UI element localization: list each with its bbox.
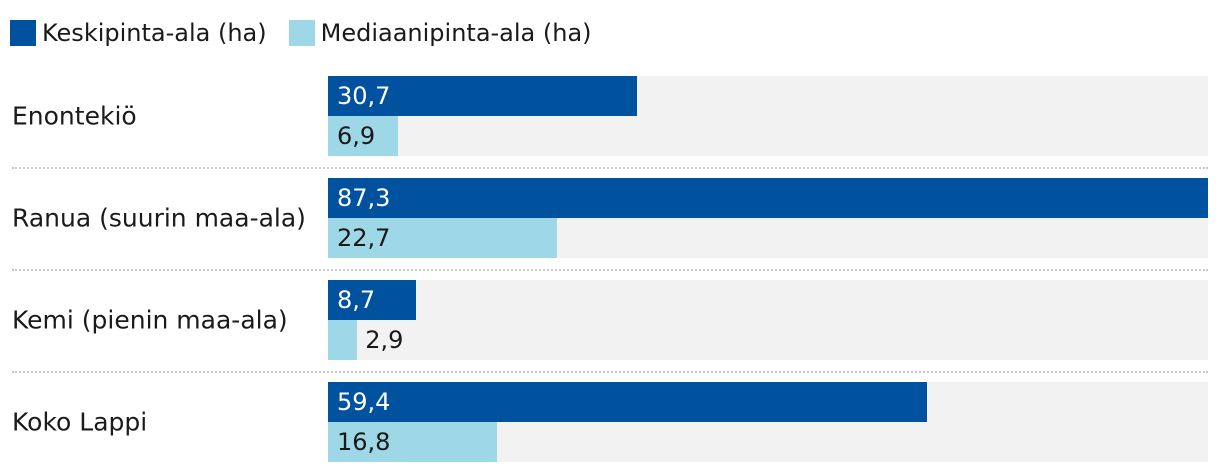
group-separator <box>12 269 1208 271</box>
bar-value-label: 30,7 <box>337 82 391 110</box>
bar-value-label: 16,8 <box>337 428 391 456</box>
category-label: Kemi (pienin maa-ala) <box>12 305 288 335</box>
chart-legend: Keskipinta-ala (ha) Mediaanipinta-ala (h… <box>10 14 614 52</box>
legend-item-median: Mediaanipinta-ala (ha) <box>288 14 592 52</box>
legend-item-mean: Keskipinta-ala (ha) <box>10 14 267 52</box>
bar-median <box>328 218 557 258</box>
category-label: Enontekiö <box>12 101 137 131</box>
bar-value-label: 6,9 <box>337 122 376 150</box>
bar-median <box>328 422 498 462</box>
bar-value-label: 87,3 <box>337 184 391 212</box>
bar-value-label: 59,4 <box>337 388 391 416</box>
category-label: Koko Lappi <box>12 407 148 437</box>
legend-label-median: Mediaanipinta-ala (ha) <box>320 19 592 47</box>
bar-mean <box>328 382 927 422</box>
category-label: Ranua (suurin maa-ala) <box>12 203 306 233</box>
bar-mean <box>328 178 1208 218</box>
bar-mean <box>328 280 416 320</box>
group-separator <box>12 371 1208 373</box>
bar-median <box>328 116 398 156</box>
legend-swatch-median <box>288 20 315 46</box>
bar-value-label: 8,7 <box>337 286 376 314</box>
legend-swatch-mean <box>10 20 36 46</box>
bar-track <box>328 280 1208 360</box>
bar-mean <box>328 76 638 116</box>
legend-label-mean: Keskipinta-ala (ha) <box>42 19 267 47</box>
bar-median <box>328 320 358 360</box>
bar-value-label: 22,7 <box>337 224 391 252</box>
bar-value-label: 2,9 <box>365 326 404 354</box>
group-separator <box>12 167 1208 169</box>
